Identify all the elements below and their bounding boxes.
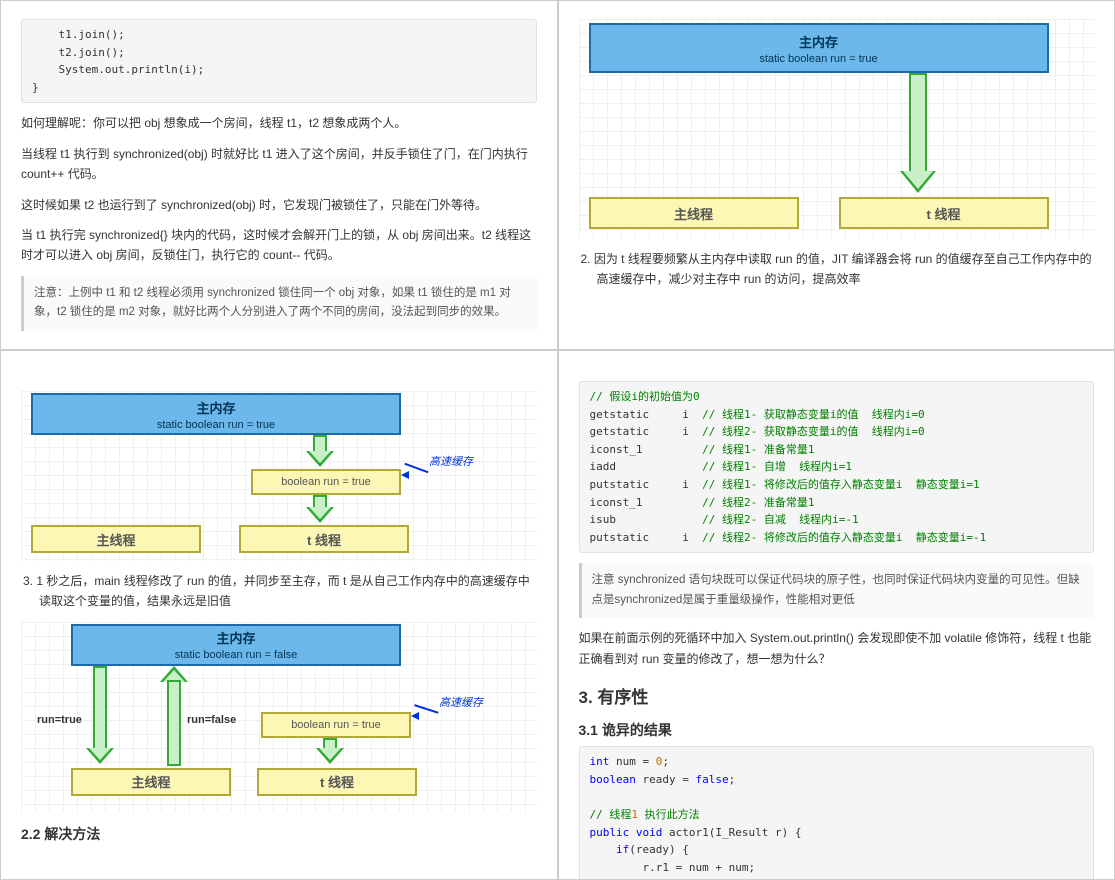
box-label: boolean run = true (263, 719, 409, 731)
box-main-memory: 主内存 static boolean run = true (31, 393, 401, 435)
box-main-memory: 主内存 static boolean run = true (589, 23, 1049, 73)
box-t-thread: t 线程 (239, 525, 409, 553)
quadrant-bottom-left: 主内存 static boolean run = true boolean ru… (0, 350, 558, 880)
box-title: 主内存 (591, 32, 1047, 51)
box-title: 主内存 (33, 398, 399, 417)
quadrant-top-right: 主内存 static boolean run = true 主线程 t 线程 2… (558, 0, 1115, 350)
arrowhead-icon (411, 712, 419, 720)
paragraph: 如何理解呢：你可以把 obj 想象成一个房间，线程 t1，t2 想象成两个人。 (21, 113, 537, 133)
paragraph: 如果在前面示例的死循环中加入 System.out.println() 会发现即… (579, 628, 1095, 669)
box-label: 主线程 (73, 772, 229, 791)
paragraph: 当线程 t1 执行到 synchronized(obj) 时就好比 t1 进入了… (21, 144, 537, 185)
box-subtitle: static boolean run = true (33, 419, 399, 431)
cache-label: 高速缓存 (439, 694, 483, 710)
code-snippet-1: t1.join(); t2.join(); System.out.println… (21, 19, 537, 103)
quadrant-top-left: t1.join(); t2.join(); System.out.println… (0, 0, 558, 350)
box-cache: boolean run = true (251, 469, 401, 495)
box-main-thread: 主线程 (71, 768, 231, 796)
box-subtitle: static boolean run = true (591, 53, 1047, 65)
note-callout: 注意：上例中 t1 和 t2 线程必须用 synchronized 锁住同一个 … (21, 276, 537, 331)
arrow-label: run=true (37, 714, 82, 726)
cache-label: 高速缓存 (429, 453, 473, 469)
diagram-stale-read: 主内存 static boolean run = false boolean r… (21, 622, 537, 812)
box-label: 主线程 (591, 204, 797, 223)
heading-3-1: 3.1 诡异的结果 (579, 720, 1095, 740)
arrow-label: run=false (187, 714, 236, 726)
box-label: t 线程 (841, 204, 1047, 223)
numbered-caption: 3. 1 秒之后，main 线程修改了 run 的值，并同步至主存，而 t 是从… (39, 571, 537, 612)
code-snippet-2: int num = 0; boolean ready = false; // 线… (579, 746, 1095, 880)
diagram-cache-read: 主内存 static boolean run = true boolean ru… (21, 391, 537, 561)
quadrant-bottom-right: // 假设i的初始值为0 getstatic i // 线程1- 获取静态变量i… (558, 350, 1115, 880)
diagram-jit-cache: 主内存 static boolean run = true 主线程 t 线程 (579, 19, 1095, 239)
note-callout: 注意 synchronized 语句块既可以保证代码块的原子性，也同时保证代码块… (579, 563, 1095, 618)
heading-3: 3. 有序性 (579, 683, 1095, 708)
numbered-caption: 2. 因为 t 线程要频繁从主内存中读取 run 的值，JIT 编译器会将 ru… (597, 249, 1095, 290)
paragraph: 当 t1 执行完 synchronized{} 块内的代码，这时候才会解开门上的… (21, 225, 537, 266)
box-label: t 线程 (259, 772, 415, 791)
box-label: t 线程 (241, 530, 407, 549)
box-cache: boolean run = true (261, 712, 411, 738)
box-t-thread: t 线程 (839, 197, 1049, 229)
box-label: 主线程 (33, 530, 199, 549)
box-label: boolean run = true (253, 476, 399, 488)
box-main-thread: 主线程 (31, 525, 201, 553)
paragraph: 这时候如果 t2 也运行到了 synchronized(obj) 时，它发现门被… (21, 195, 537, 215)
box-subtitle: static boolean run = false (73, 649, 399, 661)
code-bytecode: // 假设i的初始值为0 getstatic i // 线程1- 获取静态变量i… (579, 381, 1095, 553)
box-main-thread: 主线程 (589, 197, 799, 229)
arrowhead-icon (401, 471, 409, 479)
box-main-memory: 主内存 static boolean run = false (71, 624, 401, 666)
page-grid: t1.join(); t2.join(); System.out.println… (0, 0, 1115, 880)
box-title: 主内存 (73, 628, 399, 647)
heading-2-2: 2.2 解决方法 (21, 824, 537, 844)
box-t-thread: t 线程 (257, 768, 417, 796)
